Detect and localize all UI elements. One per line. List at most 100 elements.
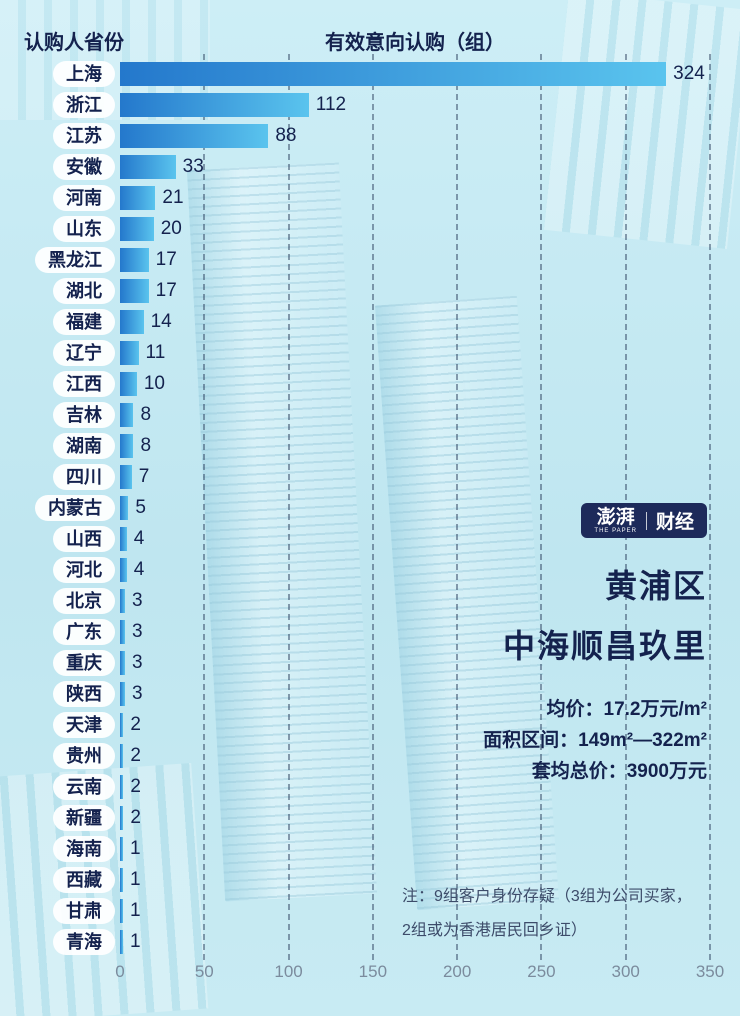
bar xyxy=(120,464,132,489)
bar xyxy=(120,867,123,892)
bar-row: 新疆 2 xyxy=(0,802,740,833)
bar xyxy=(120,774,124,799)
bar xyxy=(120,309,144,334)
x-axis-tick: 300 xyxy=(611,962,640,981)
bar-row: 湖南 8 xyxy=(0,430,740,461)
bar xyxy=(120,340,139,365)
bar-value: 10 xyxy=(143,372,165,394)
bar xyxy=(120,805,124,830)
bar-value: 1 xyxy=(130,868,141,890)
province-label: 山西 xyxy=(53,525,115,552)
bar-value: 7 xyxy=(138,465,150,487)
province-label: 湖北 xyxy=(53,277,115,304)
bar-row: 陕西 3 xyxy=(0,678,740,709)
province-label: 江西 xyxy=(53,370,115,397)
bar-row: 黑龙江 17 xyxy=(0,244,740,275)
stat-area-range: 面积区间：149m²—322m² xyxy=(483,730,707,751)
bar xyxy=(120,433,134,458)
category-axis-title: 认购人省份 xyxy=(24,32,124,54)
bar-value: 3 xyxy=(132,589,143,611)
province-label: 四川 xyxy=(53,463,115,490)
province-label: 安徽 xyxy=(53,153,115,180)
paper-finance-logo: 澎湃 THE PAPER 财经 xyxy=(581,503,707,538)
bar-row: 西藏 1 xyxy=(0,864,740,895)
province-label: 甘肃 xyxy=(53,897,115,924)
bar-value: 324 xyxy=(673,62,705,84)
province-label: 吉林 xyxy=(53,401,115,428)
chart-title: 有效意向认购（组） xyxy=(325,32,505,54)
bar xyxy=(120,92,309,117)
bar-row: 上海 324 xyxy=(0,58,740,89)
bar xyxy=(120,371,137,396)
bar-row: 湖北 17 xyxy=(0,275,740,306)
bar xyxy=(120,836,123,861)
province-label: 江苏 xyxy=(53,122,115,149)
province-label: 河北 xyxy=(53,556,115,583)
bar-chart: 上海 324 浙江 112 江苏 88 安徽 33 河南 21 山东 20 黑龙江 17 湖北 17 福建 14 辽… xyxy=(0,54,740,994)
province-label: 云南 xyxy=(53,773,115,800)
bar-value: 3 xyxy=(132,682,143,704)
footnote: 注：9组客户身份存疑（3组为公司买家，2组或为香港居民回乡证） xyxy=(402,888,692,939)
gridline xyxy=(540,54,543,960)
province-label: 青海 xyxy=(53,928,115,955)
bar xyxy=(120,712,124,737)
stat-total-price: 套均总价：3900万元 xyxy=(531,761,707,782)
bar-value: 8 xyxy=(140,403,152,425)
bar-row: 福建 14 xyxy=(0,306,740,337)
bar-value: 88 xyxy=(275,124,297,146)
province-label: 内蒙古 xyxy=(35,494,115,521)
gridline xyxy=(203,54,206,960)
logo-brand: 澎湃 THE PAPER xyxy=(594,506,637,534)
x-axis-tick: 350 xyxy=(695,962,725,981)
province-label: 黑龙江 xyxy=(35,246,115,273)
province-label: 重庆 xyxy=(53,649,115,676)
x-axis-tick: 50 xyxy=(194,962,214,981)
bar xyxy=(120,216,154,241)
bar-row: 河北 4 xyxy=(0,554,740,585)
gridline xyxy=(287,54,290,960)
x-axis-tick: 100 xyxy=(274,962,303,981)
bar xyxy=(120,123,269,148)
bar xyxy=(120,650,126,675)
province-label: 天津 xyxy=(53,711,115,738)
bar-row: 河南 21 xyxy=(0,182,740,213)
province-label: 辽宁 xyxy=(53,339,115,366)
district-name: 黄浦区 xyxy=(604,568,707,604)
province-label: 北京 xyxy=(53,587,115,614)
bar xyxy=(120,154,176,179)
bar-value: 21 xyxy=(162,186,184,208)
bar-row: 海南 1 xyxy=(0,833,740,864)
bar xyxy=(120,743,124,768)
bar-value: 17 xyxy=(155,279,177,301)
province-label: 贵州 xyxy=(53,742,115,769)
bar xyxy=(120,247,149,272)
province-label: 浙江 xyxy=(53,91,115,118)
x-axis: 0 50 100 150 200 250 300 350 xyxy=(115,962,724,988)
bar-value: 11 xyxy=(145,341,166,363)
bar xyxy=(120,557,127,582)
bar-value: 20 xyxy=(160,217,182,239)
bar-value: 4 xyxy=(133,527,145,549)
bar-value: 3 xyxy=(132,620,143,642)
bar-value: 1 xyxy=(130,899,141,921)
bar-row: 江苏 88 xyxy=(0,120,740,151)
gridline xyxy=(371,54,374,960)
province-label: 山东 xyxy=(53,215,115,242)
bar-row: 天津 2 xyxy=(0,709,740,740)
gridline xyxy=(709,54,711,960)
province-label: 湖南 xyxy=(53,432,115,459)
bar-row: 安徽 33 xyxy=(0,151,740,182)
bar-value: 2 xyxy=(130,806,141,828)
bar xyxy=(120,495,129,520)
project-name: 中海顺昌玖里 xyxy=(502,628,707,664)
bar xyxy=(120,588,126,613)
province-label: 新疆 xyxy=(53,804,115,831)
province-label: 河南 xyxy=(53,184,115,211)
bar-value: 8 xyxy=(140,434,152,456)
bar-value: 1 xyxy=(130,930,141,952)
province-label: 福建 xyxy=(53,308,115,335)
bar xyxy=(120,526,127,551)
bar-row: 四川 7 xyxy=(0,461,740,492)
bar-row: 浙江 112 xyxy=(0,89,740,120)
